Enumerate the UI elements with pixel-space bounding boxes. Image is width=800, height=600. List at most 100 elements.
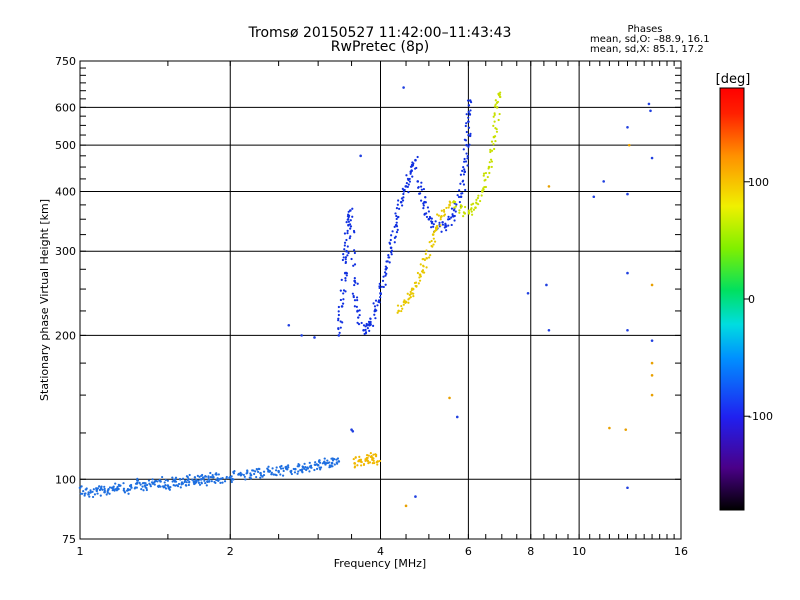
x-tick-labels: 1 2 4 6 8 10 16	[77, 545, 689, 558]
data-point	[350, 257, 353, 261]
data-point	[339, 298, 342, 302]
data-point	[456, 194, 459, 197]
x-tick-label: 8	[527, 545, 534, 558]
data-point	[434, 220, 437, 223]
data-point	[484, 185, 488, 189]
data-point	[468, 143, 471, 146]
data-point	[404, 504, 408, 508]
data-point	[545, 283, 548, 287]
data-point	[362, 328, 365, 332]
data-point	[142, 489, 145, 492]
data-point	[337, 460, 341, 463]
data-point	[424, 201, 427, 204]
data-point	[354, 456, 357, 459]
data-point	[106, 491, 109, 494]
data-point	[139, 483, 142, 486]
data-point	[453, 206, 456, 209]
data-point	[349, 209, 352, 212]
data-point	[368, 329, 371, 332]
data-point	[253, 472, 256, 476]
data-point	[649, 109, 652, 113]
data-point	[436, 226, 439, 229]
data-point	[400, 197, 404, 200]
data-point	[177, 482, 181, 486]
data-point	[384, 283, 387, 286]
data-point	[405, 181, 408, 185]
data-point	[411, 175, 414, 178]
data-point	[341, 302, 345, 305]
data-point	[465, 152, 468, 155]
data-point	[499, 95, 502, 99]
data-point	[547, 185, 551, 188]
data-point	[319, 468, 322, 471]
data-point	[396, 311, 399, 314]
data-point	[345, 238, 348, 242]
data-point	[464, 188, 467, 192]
data-point	[134, 486, 137, 489]
data-point	[376, 304, 379, 307]
data-point	[179, 478, 182, 481]
data-point	[82, 490, 85, 493]
data-point	[466, 157, 469, 160]
colorbar-label: [deg]	[716, 72, 751, 87]
phases-o-stats: mean, sd,O: –88.9, 16.1	[590, 34, 710, 45]
data-point	[447, 206, 450, 209]
data-point	[340, 305, 344, 308]
data-point	[650, 361, 654, 365]
data-point	[457, 195, 461, 199]
data-point	[627, 143, 631, 147]
data-point	[330, 457, 333, 460]
data-point	[417, 186, 420, 189]
data-point	[435, 224, 439, 228]
data-point	[492, 115, 495, 118]
data-point	[187, 477, 190, 481]
data-point	[279, 467, 283, 470]
data-point	[185, 481, 188, 484]
data-point	[401, 187, 404, 190]
data-point	[223, 480, 227, 483]
data-point	[475, 202, 478, 205]
data-point	[394, 212, 397, 215]
data-point	[448, 217, 451, 221]
data-point	[153, 483, 156, 486]
data-point	[164, 487, 168, 490]
data-point	[483, 185, 486, 189]
y-tick-label: 400	[55, 185, 76, 198]
data-point	[376, 463, 379, 466]
data-point	[315, 467, 319, 470]
data-point	[433, 240, 437, 243]
data-point	[112, 486, 115, 489]
data-point	[444, 225, 447, 228]
data-point	[466, 164, 469, 167]
data-point	[301, 465, 305, 469]
data-point	[285, 467, 289, 471]
y-tick-label: 750	[55, 55, 76, 68]
data-point	[174, 484, 177, 487]
data-point	[650, 283, 654, 287]
y-tick-label: 600	[55, 101, 76, 114]
data-point	[626, 328, 629, 332]
data-point	[493, 113, 496, 117]
data-point	[191, 478, 194, 481]
data-point	[467, 110, 470, 113]
data-point	[346, 254, 349, 257]
data-point	[461, 169, 464, 172]
data-point	[100, 486, 103, 490]
data-point	[380, 285, 384, 288]
data-point	[336, 457, 340, 460]
data-point	[221, 481, 224, 484]
data-point	[430, 244, 433, 248]
data-point	[363, 332, 366, 336]
data-point	[98, 488, 102, 492]
x-tick-label: 1	[77, 545, 84, 558]
data-point	[415, 166, 418, 170]
data-point	[246, 469, 249, 472]
data-point	[409, 165, 413, 168]
data-point	[402, 190, 406, 193]
data-point	[470, 207, 473, 210]
data-point	[342, 289, 346, 292]
data-point	[207, 478, 210, 481]
y-tick-labels: 75 100 200 300 400 500 600 750	[55, 55, 76, 546]
data-point	[490, 149, 494, 152]
data-point	[290, 472, 293, 476]
